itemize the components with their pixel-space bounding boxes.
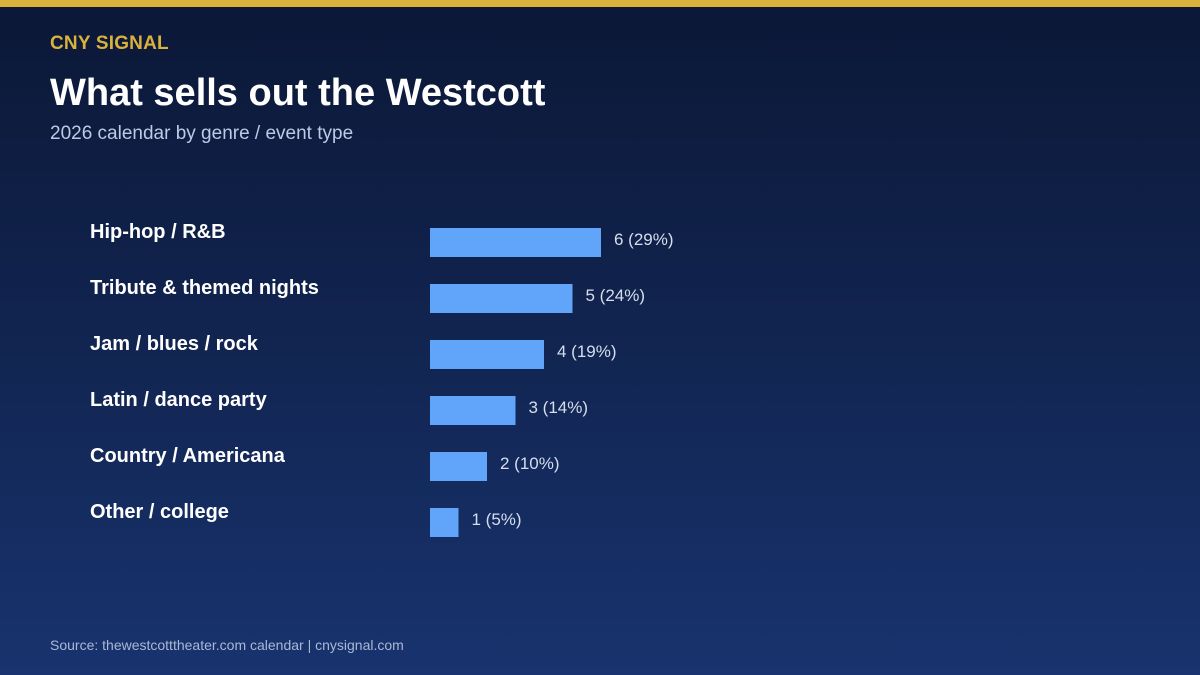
value-label: 5 (24%) — [586, 286, 646, 305]
chart-subtitle: 2026 calendar by genre / event type — [50, 123, 354, 144]
category-label: Jam / blues / rock — [90, 333, 259, 355]
bar — [430, 228, 601, 257]
brand-label: CNY SIGNAL — [50, 33, 169, 54]
bar — [430, 508, 459, 537]
bar — [430, 396, 516, 425]
value-label: 3 (14%) — [529, 398, 589, 417]
bar — [430, 452, 487, 481]
bar — [430, 340, 544, 369]
source-note: Source: thewestcotttheater.com calendar … — [50, 637, 404, 653]
chart-title: What sells out the Westcott — [50, 72, 546, 114]
category-label: Latin / dance party — [90, 389, 268, 411]
value-label: 2 (10%) — [500, 454, 560, 473]
category-label: Other / college — [90, 501, 229, 523]
category-label: Tribute & themed nights — [90, 277, 319, 299]
bar-chart: Hip-hop / R&B 6 (29%) Tribute & themed nig… — [90, 221, 674, 537]
value-label: 4 (19%) — [557, 342, 617, 361]
value-label: 1 (5%) — [472, 510, 522, 529]
top-accent-rule — [0, 0, 1200, 7]
category-label: Country / Americana — [90, 445, 286, 467]
bar — [430, 284, 573, 313]
value-label: 6 (29%) — [614, 230, 674, 249]
category-label: Hip-hop / R&B — [90, 221, 226, 243]
